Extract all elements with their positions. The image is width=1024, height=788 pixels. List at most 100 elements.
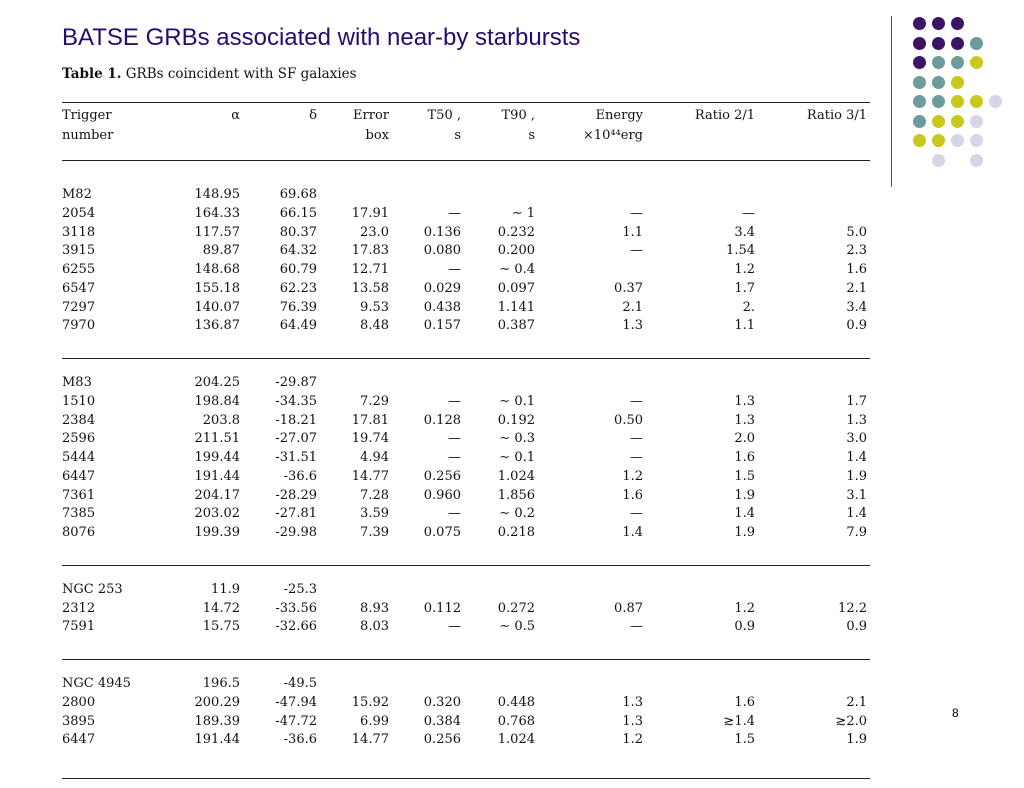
table-cell: 148.95 [194, 187, 241, 202]
table-cell: 76.39 [279, 299, 317, 315]
table-cell: ∼ 1 [511, 205, 535, 221]
table-row: 2312 14.72 -33.56 8.93 0.112 0.272 0.87 1.2 12.2 [58, 600, 871, 619]
decorative-dot [951, 134, 964, 147]
table-rule [62, 659, 870, 660]
table-cell: -49.5 [283, 676, 317, 691]
table-cell: — [448, 619, 461, 635]
decorative-dot [932, 114, 945, 128]
decorative-dot [970, 36, 983, 50]
table-cell: 0.387 [497, 318, 535, 334]
table-cell: 204.25 [194, 375, 241, 390]
table-cell: 5.0 [846, 224, 867, 240]
spacer-row [58, 567, 871, 581]
table-cell: 1.141 [497, 299, 535, 315]
table-cell: ∼ 0.1 [499, 393, 535, 409]
table-cell: 1.024 [497, 468, 535, 484]
table-cell: 1.6 [734, 694, 755, 710]
spacer-row [58, 750, 871, 774]
column-header-line1: Trigger [62, 108, 112, 123]
table-cell [647, 374, 759, 393]
table-row: 7361 204.17 -28.29 7.28 0.960 1.856 1.6 1.9 3.1 [58, 487, 871, 506]
galaxy-row: M82 148.95 69.68 [58, 186, 871, 205]
table-cell: — [448, 262, 461, 277]
table-cell: 1.3 [622, 694, 643, 710]
table-cell: -47.94 [275, 694, 317, 710]
table-cell: — [630, 243, 643, 259]
table-cell: 3.4 [734, 224, 755, 240]
decorative-dot [932, 17, 945, 30]
table-row: 2054 164.33 66.15 17.91 — ∼ 1 — — [58, 205, 871, 224]
table-cell: 136.87 [194, 318, 241, 334]
table-cell: 0.232 [497, 224, 535, 240]
table-cell: 15.92 [351, 694, 389, 710]
table-cell: 0.256 [423, 732, 461, 748]
column-header-line2: s [454, 128, 461, 143]
table-cell: 7.39 [360, 525, 389, 540]
table-cell: 14.77 [351, 468, 389, 484]
spacer-row [58, 360, 871, 374]
table-cell [759, 186, 871, 205]
table-cell: 211.51 [194, 431, 241, 447]
spacer-row [58, 162, 871, 186]
table-cell: 1.6 [734, 450, 755, 465]
table-cell: 1.5 [734, 468, 755, 484]
table-cell: ≳1.4 [723, 713, 755, 729]
spacer-row [58, 774, 871, 788]
table-cell: 0.37 [614, 280, 643, 296]
table-cell: 3.59 [360, 506, 389, 522]
table-cell: ∼ 0.5 [499, 619, 535, 635]
table-cell: 3.1 [846, 487, 867, 503]
table-cell: 1.6 [846, 262, 867, 277]
table-cell: 6255 [62, 262, 96, 277]
table-cell: -28.29 [275, 487, 317, 503]
table-cell: 1.024 [497, 732, 535, 748]
table-cell: 8.48 [360, 318, 389, 334]
table-cell: 0.9 [846, 619, 867, 635]
table-cell: -31.51 [275, 450, 317, 465]
table-cell: — [448, 393, 461, 409]
decorative-dot [951, 75, 964, 89]
decorative-dot [913, 56, 926, 69]
decorative-dot [913, 75, 926, 89]
table-cell: 3.0 [846, 431, 867, 447]
column-header-line1: Ratio 3/1 [806, 108, 867, 123]
table-cell: 17.91 [351, 205, 389, 221]
table-cell: 191.44 [194, 732, 241, 748]
column-header-line1: T90 , [501, 108, 535, 123]
table-cell: 0.029 [423, 280, 461, 296]
column-header: T50 , s [393, 106, 465, 162]
table-cell [465, 186, 539, 205]
table-cell: 0.87 [614, 600, 643, 616]
table-cell [539, 374, 647, 393]
table-cell: 0.960 [423, 487, 461, 503]
table-cell: — [448, 450, 461, 465]
table-row: 6447 191.44 -36.6 14.77 0.256 1.024 1.2 1.5 1.9 [58, 731, 871, 750]
table-cell: 1.3 [846, 412, 867, 428]
table-cell: 2.1 [846, 694, 867, 710]
column-header: Energy ×10⁴⁴erg [539, 106, 647, 162]
table-cell: 7361 [62, 487, 96, 503]
decorative-dot [951, 56, 964, 69]
table-cell: 1510 [62, 393, 96, 409]
table-cell: 12.2 [838, 600, 867, 616]
table-cell: -36.6 [283, 468, 317, 484]
decorative-dot [913, 17, 926, 30]
table-cell: 164.33 [194, 205, 241, 221]
table-row: 2596 211.51 -27.07 19.74 — ∼ 0.3 — 2.0 3.0 [58, 430, 871, 449]
table-row: 3118 117.57 80.37 23.0 0.136 0.232 1.1 3.4 5.0 [58, 224, 871, 243]
table-cell: 0.272 [497, 600, 535, 616]
table-cell: 198.84 [194, 393, 241, 409]
decorative-dot [932, 36, 945, 50]
spacer-row [58, 661, 871, 675]
table-cell: 0.438 [423, 299, 461, 315]
decorative-dot [970, 134, 983, 147]
table-rule [62, 565, 870, 566]
table-cell [393, 675, 465, 694]
column-header-line2: number [62, 128, 114, 143]
table-cell: 1.7 [734, 280, 755, 296]
table-cell: — [630, 205, 643, 221]
table-cell: — [448, 431, 461, 447]
table-cell: -32.66 [275, 619, 317, 635]
decorative-dot [951, 114, 964, 128]
table-cell: 0.218 [497, 525, 535, 540]
